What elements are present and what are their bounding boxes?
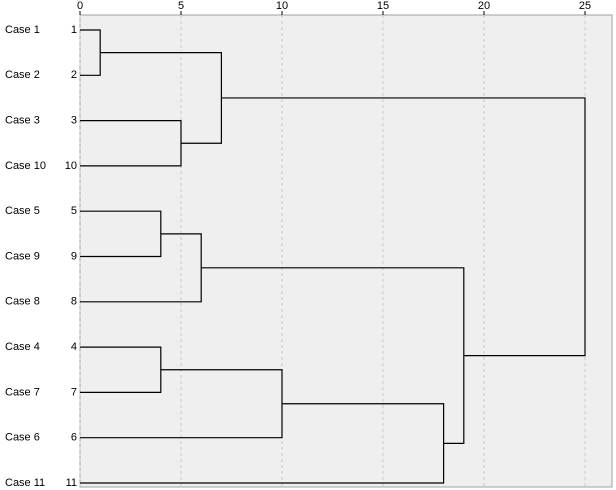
leaf-id: 2: [71, 69, 77, 81]
leaf-id: 10: [65, 160, 77, 172]
x-tick-label: 25: [579, 0, 591, 12]
merge-link: [221, 97, 586, 357]
leaf-label: Case 10: [5, 160, 46, 172]
leaf-label: Case 9: [5, 250, 40, 262]
x-tick-label: 0: [77, 0, 83, 12]
leaf-label: Case 7: [5, 386, 40, 398]
leaf-id: 8: [71, 296, 77, 308]
leaf-id: 5: [71, 205, 77, 217]
leaf-label: Case 2: [5, 69, 40, 81]
leaf-label: Case 3: [5, 115, 40, 127]
leaf-id: 6: [71, 432, 77, 444]
x-tick-label: 15: [377, 0, 389, 12]
leaf-label: Case 6: [5, 432, 40, 444]
plot-area: [79, 14, 613, 488]
leaf-label: Case 8: [5, 296, 40, 308]
x-tick-label: 20: [478, 0, 490, 12]
leaf-id: 4: [71, 341, 77, 353]
leaf-label: Case 5: [5, 205, 40, 217]
x-tick-label: 10: [276, 0, 288, 12]
leaf-id: 1: [71, 24, 77, 36]
leaf-id: 11: [66, 477, 77, 489]
leaf-id: 7: [71, 386, 77, 398]
leaf-id: 3: [71, 115, 77, 127]
leaf-id: 9: [71, 250, 77, 262]
leaf-label: Case 1: [5, 24, 40, 36]
x-tick-label: 5: [178, 0, 184, 12]
leaf-label: Case 4: [5, 341, 40, 353]
leaf-label: Case 11: [5, 477, 45, 489]
